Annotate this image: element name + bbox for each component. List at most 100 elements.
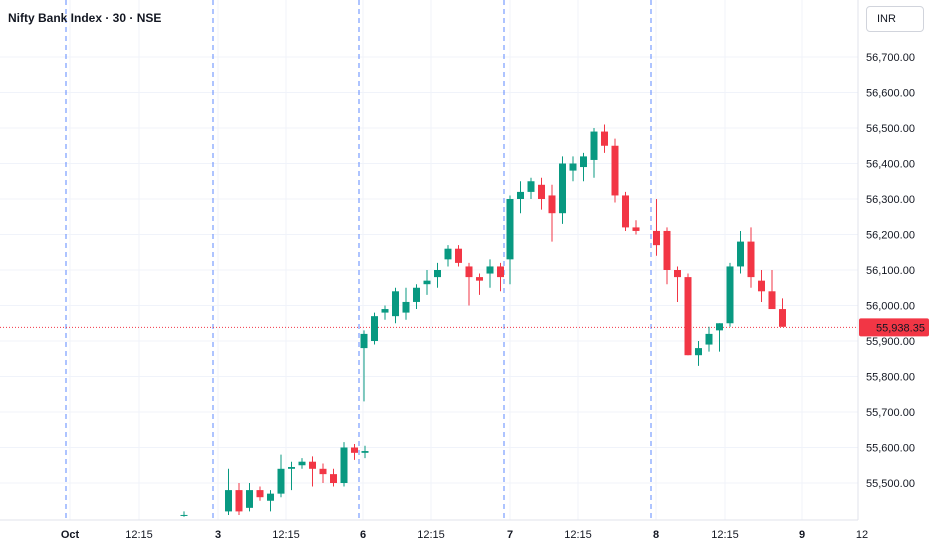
candle-body-47 xyxy=(705,333,713,345)
candle-2[interactable] xyxy=(235,483,243,515)
candle-0[interactable] xyxy=(180,511,188,517)
candle-32[interactable] xyxy=(538,177,545,210)
y-tick-label-11: 56,600.00 xyxy=(866,88,915,100)
candle-27[interactable] xyxy=(486,259,494,288)
candle-body-29 xyxy=(506,199,514,260)
price-axis[interactable]: 55,500.00 55,600.00 55,700.00 55,800.00 55,9… xyxy=(866,52,915,490)
candle-40[interactable] xyxy=(622,191,629,231)
candle-35[interactable] xyxy=(569,156,577,182)
candle-12[interactable] xyxy=(340,442,348,487)
candle-22[interactable] xyxy=(434,262,441,288)
candle-17[interactable] xyxy=(381,305,389,320)
candle-34[interactable] xyxy=(559,156,566,224)
candle-15[interactable] xyxy=(360,330,368,402)
candle-33[interactable] xyxy=(548,184,556,242)
candle-body-30 xyxy=(517,191,524,199)
candle-50[interactable] xyxy=(737,230,744,274)
candle-14[interactable] xyxy=(361,445,369,459)
candle-body-36 xyxy=(580,156,587,168)
candle-body-19 xyxy=(402,301,410,313)
candle-49[interactable] xyxy=(726,262,734,327)
candle-19[interactable] xyxy=(402,287,410,320)
candle-26[interactable] xyxy=(476,273,483,295)
candle-body-5 xyxy=(267,493,274,501)
candle-9[interactable] xyxy=(309,456,316,487)
x-tick-label-4: 6 xyxy=(360,529,366,541)
candle-body-45 xyxy=(684,277,692,356)
candle-54[interactable] xyxy=(779,298,786,327)
candle-body-17 xyxy=(381,309,389,313)
candle-body-44 xyxy=(674,270,681,278)
candle-body-25 xyxy=(465,266,473,278)
x-tick-label-7: 12:15 xyxy=(564,529,592,541)
candle-body-9 xyxy=(309,461,316,469)
time-axis[interactable]: Oct 12:15 3 12:15 6 12:15 7 12:15 8 12:15 9 12 xyxy=(61,529,868,541)
candle-7[interactable] xyxy=(288,461,295,491)
candle-body-54 xyxy=(779,309,786,327)
candle-body-51 xyxy=(747,241,755,278)
candle-4[interactable] xyxy=(256,486,264,501)
candle-18[interactable] xyxy=(392,287,399,324)
candle-body-18 xyxy=(392,291,399,317)
candle-body-0 xyxy=(180,514,188,516)
candle-body-27 xyxy=(486,266,494,274)
y-tick-label-5: 56,000.00 xyxy=(866,301,915,313)
candle-28[interactable] xyxy=(497,262,504,292)
candle-10[interactable] xyxy=(319,463,327,483)
candle-3[interactable] xyxy=(246,483,253,512)
candle-30[interactable] xyxy=(517,181,524,214)
candle-body-28 xyxy=(497,266,504,278)
candle-31[interactable] xyxy=(527,177,535,199)
candle-13[interactable] xyxy=(351,443,358,460)
x-tick-label-3: 12:15 xyxy=(272,529,300,541)
candle-8[interactable] xyxy=(298,458,306,469)
candle-24[interactable] xyxy=(455,245,462,267)
candle-38[interactable] xyxy=(601,124,608,153)
candle-body-43 xyxy=(663,230,671,270)
last-price-badge-bg xyxy=(859,318,929,337)
y-tick-label-4: 55,900.00 xyxy=(866,336,915,348)
candle-44[interactable] xyxy=(674,266,681,302)
candle-47[interactable] xyxy=(705,326,713,352)
y-tick-label-1: 55,600.00 xyxy=(866,443,915,455)
candle-body-11 xyxy=(330,474,337,483)
candle-body-40 xyxy=(622,195,629,228)
candle-body-42 xyxy=(653,230,660,246)
candle-16[interactable] xyxy=(371,312,378,345)
candle-6[interactable] xyxy=(277,454,285,498)
candle-body-16 xyxy=(371,316,378,341)
candle-1[interactable] xyxy=(225,468,232,515)
candle-body-39 xyxy=(611,145,619,196)
candle-48[interactable] xyxy=(716,323,723,352)
candle-45[interactable] xyxy=(684,273,692,356)
candle-36[interactable] xyxy=(580,152,587,182)
candle-body-14 xyxy=(361,451,369,453)
candle-23[interactable] xyxy=(444,245,452,267)
candle-21[interactable] xyxy=(423,270,431,295)
candle-5[interactable] xyxy=(267,490,274,512)
candle-29[interactable] xyxy=(506,195,514,285)
candles-layer xyxy=(180,124,786,517)
candle-52[interactable] xyxy=(758,270,765,302)
grid-layer xyxy=(0,0,858,520)
candle-42[interactable] xyxy=(653,199,660,256)
candle-20[interactable] xyxy=(413,284,420,310)
x-tick-label-6: 7 xyxy=(507,529,513,541)
candle-43[interactable] xyxy=(663,227,671,285)
candle-53[interactable] xyxy=(768,270,776,310)
candle-25[interactable] xyxy=(465,262,473,306)
candle-41[interactable] xyxy=(632,220,640,235)
x-tick-label-10: 9 xyxy=(799,529,805,541)
x-tick-label-0: Oct xyxy=(61,529,80,541)
candle-37[interactable] xyxy=(590,128,598,178)
candle-body-26 xyxy=(476,277,483,281)
candle-body-52 xyxy=(758,280,765,292)
candle-46[interactable] xyxy=(695,341,702,366)
currency-selector[interactable]: INR xyxy=(866,6,924,32)
candle-11[interactable] xyxy=(330,468,337,487)
candle-51[interactable] xyxy=(747,227,755,288)
y-tick-label-7: 56,200.00 xyxy=(866,230,915,242)
candle-39[interactable] xyxy=(611,138,619,203)
